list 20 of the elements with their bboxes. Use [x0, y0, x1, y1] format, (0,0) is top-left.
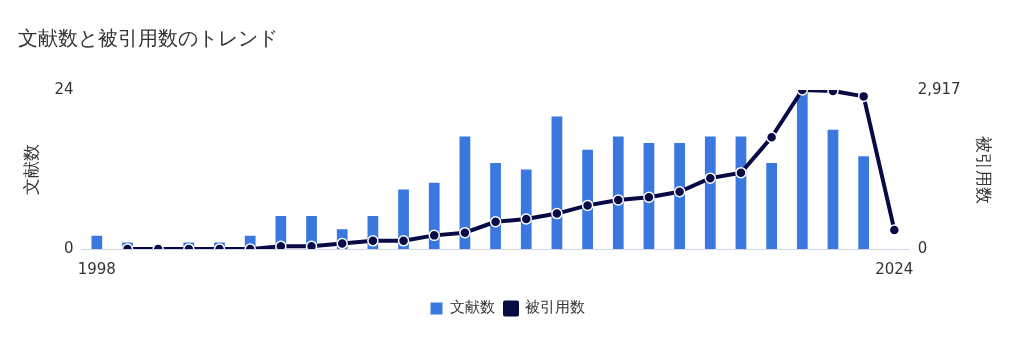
- bar: [612, 136, 624, 249]
- bar: [582, 149, 593, 249]
- legend-label: 文献数: [450, 298, 495, 317]
- y-axis-title: 文献数: [20, 144, 41, 195]
- bar: [674, 143, 685, 249]
- bar: [551, 116, 563, 249]
- bar: [91, 235, 103, 249]
- y2-axis-title: 被引用数: [974, 135, 995, 204]
- x-tick-label: 1998: [77, 259, 116, 278]
- y2-tick-label: 0: [917, 238, 928, 257]
- y-tick-label: 24: [54, 79, 74, 98]
- x-tick-label: 2024: [875, 259, 914, 278]
- bar: [796, 90, 808, 249]
- chart-title: 文献数と被引用数のトレンド: [18, 26, 278, 51]
- legend-label: 被引用数: [524, 298, 585, 317]
- y2-tick-label: 2,917: [917, 79, 961, 98]
- bar: [766, 162, 777, 249]
- bar: [858, 156, 870, 249]
- bar: [827, 129, 839, 249]
- bar: [704, 136, 716, 249]
